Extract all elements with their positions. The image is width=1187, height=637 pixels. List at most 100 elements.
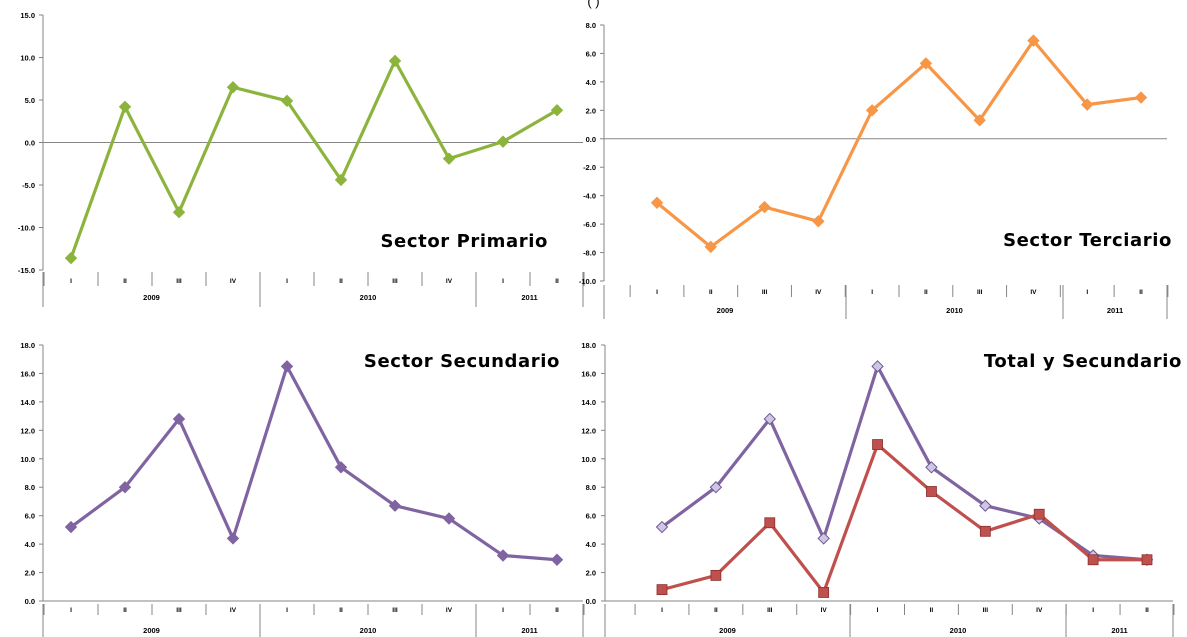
y-tick-label: 8.0 (586, 483, 596, 492)
y-tick-label: -4.0 (583, 192, 596, 201)
x-tick-label: III (983, 607, 989, 614)
x-group-label: 2010 (360, 293, 377, 302)
data-point (172, 205, 186, 219)
data-point (226, 81, 240, 94)
series-line (655, 39, 1142, 249)
y-tick-label: 15.0 (20, 11, 35, 20)
x-tick-label: I (1092, 607, 1094, 614)
y-tick-label: 18.0 (20, 341, 35, 350)
x-tick-label: II (555, 607, 559, 614)
data-point (656, 584, 668, 596)
data-point (1033, 508, 1045, 520)
y-tick-label: 4.0 (25, 540, 35, 549)
x-tick-label: I (286, 278, 288, 285)
data-point (979, 499, 992, 512)
data-point (1141, 554, 1153, 566)
data-point (650, 196, 664, 209)
y-tick-label: 6.0 (586, 512, 596, 521)
chart-panel-2: 8.06.04.02.00.0-2.0-4.0-6.0-8.0-10.0I II I… (579, 21, 1171, 319)
data-point (812, 215, 825, 228)
chart-panel-4: 18.016.014.012.010.08.06.04.02.00.0I II II… (581, 341, 1182, 637)
data-point (280, 94, 294, 108)
data-point (388, 54, 402, 68)
x-tick-label: I (502, 278, 504, 285)
data-point (818, 587, 830, 598)
data-point (926, 486, 937, 497)
y-tick-label: 0.0 (25, 139, 35, 148)
data-point (973, 114, 986, 127)
chart-title: Sector Secundario (364, 351, 560, 372)
x-tick-label: IV (821, 607, 828, 614)
x-tick-label: I (70, 607, 72, 614)
data-point (550, 553, 564, 566)
data-point (496, 549, 510, 562)
x-group-label: 2011 (1111, 626, 1127, 635)
y-tick-label: -2.0 (583, 163, 596, 172)
data-point (118, 100, 132, 114)
x-group-label: 2011 (521, 626, 537, 635)
x-tick-label: IV (446, 607, 453, 614)
y-tick-label: 5.0 (25, 96, 35, 105)
y-tick-label: 8.0 (586, 21, 596, 30)
series-line (69, 59, 558, 259)
x-tick-label: III (176, 278, 182, 285)
page-title-partial: ( ) (587, 0, 600, 9)
y-tick-label: 18.0 (581, 341, 596, 350)
x-group-label: 2011 (521, 293, 537, 302)
data-point (280, 360, 294, 373)
y-tick-label: 10.0 (20, 455, 35, 464)
x-tick-label: I (286, 607, 288, 614)
y-tick-label: -10.0 (18, 224, 35, 233)
x-tick-label: IV (446, 278, 453, 285)
x-group-label: 2010 (950, 626, 967, 635)
x-tick-label: III (767, 607, 773, 614)
y-tick-label: -6.0 (583, 220, 596, 229)
x-tick-label: II (1145, 607, 1149, 614)
data-point (1027, 34, 1040, 47)
data-point (763, 412, 776, 426)
x-tick-label: II (1139, 289, 1143, 296)
y-tick-label: -10.0 (579, 277, 596, 286)
y-tick-label: 2.0 (586, 106, 596, 115)
y-tick-label: -15.0 (18, 266, 35, 275)
x-group-label: 2011 (1107, 306, 1123, 315)
y-tick-label: 8.0 (25, 483, 35, 492)
x-tick-label: IV (815, 289, 822, 296)
x-tick-label: II (339, 607, 343, 614)
x-group-label: 2009 (719, 626, 736, 635)
y-tick-label: 14.0 (20, 398, 35, 407)
data-point (388, 499, 402, 512)
data-point (1134, 91, 1148, 104)
data-point (979, 525, 991, 537)
data-point (496, 135, 510, 148)
chart-title: Total y Secundario (984, 351, 1182, 372)
x-tick-label: III (392, 278, 398, 285)
y-tick-label: -8.0 (583, 249, 596, 258)
x-group-label: 2009 (143, 626, 160, 635)
data-point (118, 481, 132, 494)
x-tick-label: IV (1036, 607, 1043, 614)
chart-panel-1: 15.010.05.00.0-5.0-10.0-15.0I II III IV I II I… (18, 11, 585, 307)
x-tick-label: I (871, 289, 873, 296)
x-group-label: 2009 (143, 293, 160, 302)
data-point (1087, 554, 1099, 566)
data-point (865, 104, 879, 117)
x-tick-label: I (1086, 289, 1088, 296)
data-point (704, 240, 717, 254)
x-tick-label: II (123, 607, 127, 614)
x-tick-label: III (977, 289, 983, 296)
y-tick-label: 0.0 (586, 597, 596, 606)
x-tick-label: IV (1030, 289, 1037, 296)
data-point (442, 512, 456, 525)
y-tick-label: 6.0 (25, 512, 35, 521)
data-point (655, 520, 669, 534)
data-point (872, 439, 883, 450)
series-line (661, 364, 1148, 562)
chart-panel-3: 18.016.014.012.010.08.06.04.02.00.0I II II… (20, 341, 585, 637)
y-tick-label: 6.0 (586, 49, 596, 58)
x-tick-label: I (656, 289, 658, 296)
x-tick-label: I (70, 278, 72, 285)
x-tick-label: I (877, 607, 879, 614)
x-tick-label: II (709, 289, 713, 296)
